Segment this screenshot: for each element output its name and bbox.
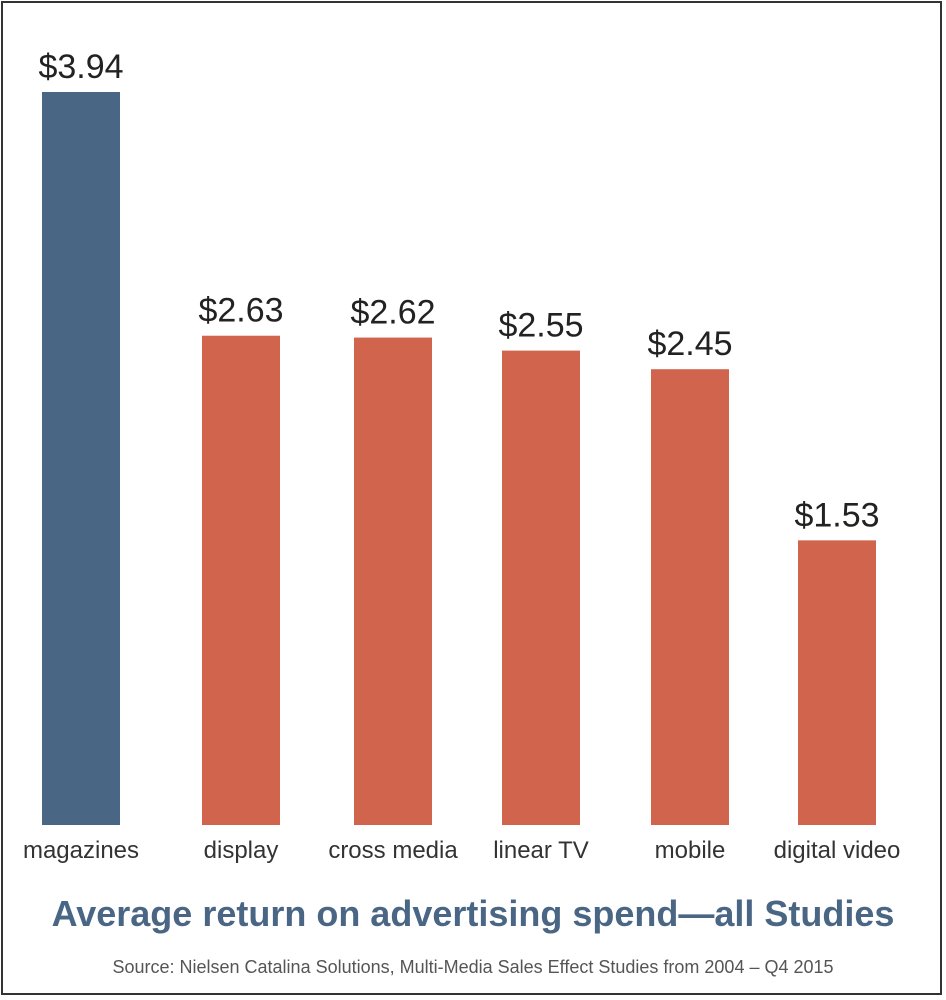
bar-cross-media (354, 337, 432, 825)
category-label-cross-media: cross media (328, 837, 458, 864)
chart-title: Average return on advertising spend—all … (51, 893, 895, 934)
data-label-linear-tv: $2.55 (498, 307, 583, 345)
data-label-mobile: $2.45 (647, 325, 732, 363)
category-label-mobile: mobile (655, 837, 726, 864)
data-label-display: $2.63 (198, 292, 283, 330)
category-label-display: display (204, 837, 279, 864)
bar-chart: $3.94 magazines $2.63 display $2.62 cross med… (23, 48, 901, 864)
chart-source: Source: Nielsen Catalina Solutions, Mult… (112, 957, 834, 977)
data-label-cross-media: $2.62 (350, 294, 435, 332)
bar-magazines (42, 92, 120, 825)
category-label-magazines: magazines (23, 837, 139, 864)
data-label-magazines: $3.94 (38, 48, 123, 86)
bar-digital-video (798, 540, 876, 825)
bar-display (202, 335, 280, 825)
bar-mobile (651, 369, 729, 825)
category-label-linear-tv: linear TV (493, 837, 589, 864)
bar-linear-tv (502, 350, 580, 825)
data-label-digital-video: $1.53 (794, 496, 879, 534)
category-label-digital-video: digital video (774, 837, 901, 864)
